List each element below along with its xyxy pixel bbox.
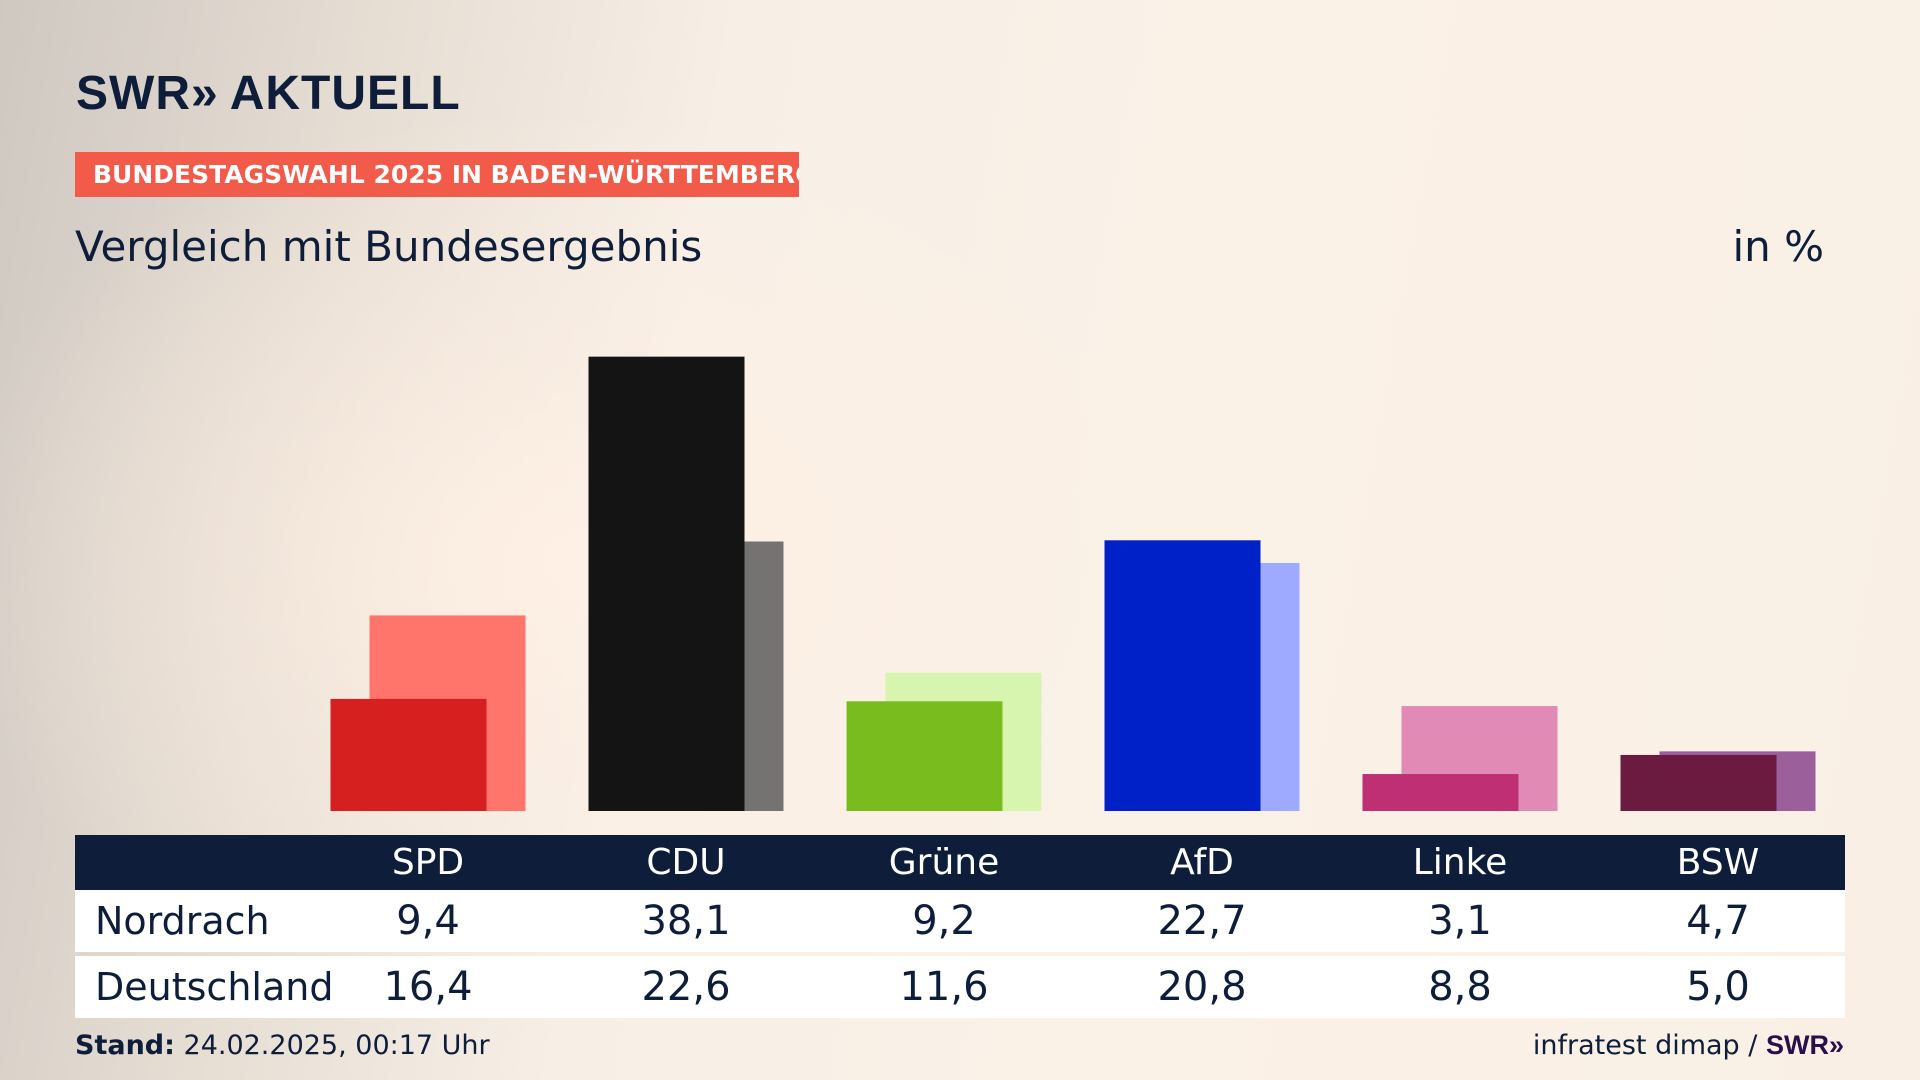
header-gruene: Grüne — [888, 842, 1000, 883]
table-cell: 9,4 — [396, 898, 460, 944]
header-afd: AfD — [1170, 842, 1234, 883]
chevron-logo-icon: » — [190, 67, 218, 120]
source-text: infratest dimap / — [1532, 1030, 1758, 1061]
table-cell: 9,2 — [912, 898, 976, 944]
header-cdu: CDU — [646, 842, 726, 883]
table-cell: 22,7 — [1157, 898, 1247, 944]
table-cell: 11,6 — [899, 964, 989, 1010]
unit-label: in % — [1732, 222, 1824, 271]
bar-nordrach-grüne — [846, 701, 1003, 811]
table-row: Nordrach 9,4 38,1 9,2 22,7 3,1 4,7 — [75, 890, 1845, 952]
table-cell: 22,6 — [641, 964, 731, 1010]
logo-suffix: AKTUELL — [229, 67, 461, 120]
header-spd: SPD — [391, 842, 465, 883]
table-cell: 8,8 — [1428, 964, 1492, 1010]
bar-nordrach-cdu — [588, 356, 745, 811]
row-label: Nordrach — [95, 899, 270, 943]
bar-chart — [330, 356, 1816, 811]
stand-value: 24.02.2025, 00:17 Uhr — [183, 1030, 490, 1061]
bar-nordrach-spd — [330, 698, 487, 811]
results-table: SPD CDU Grüne AfD Linke BSW Nordrach 9,4… — [75, 835, 1845, 1018]
logo-text: SWR — [76, 67, 191, 120]
table-row: Deutschland 16,4 22,6 11,6 20,8 8,8 5,0 — [75, 956, 1845, 1018]
table-cell: 16,4 — [383, 964, 473, 1010]
table-cell: 38,1 — [641, 898, 731, 944]
table-header: SPD CDU Grüne AfD Linke BSW — [75, 835, 1845, 890]
bar-nordrach-bsw — [1620, 754, 1777, 811]
bar-nordrach-afd — [1104, 540, 1261, 811]
chart-subtitle: Vergleich mit Bundesergebnis — [75, 222, 703, 271]
table-cell: 5,0 — [1686, 964, 1750, 1010]
kicker-label: BUNDESTAGSWAHL 2025 IN BADEN-WÜRTTEMBERG — [75, 152, 799, 197]
row-label: Deutschland — [95, 965, 334, 1009]
swr-aktuell-logo: SWR» AKTUELL — [76, 66, 461, 121]
table-cell: 20,8 — [1157, 964, 1247, 1010]
header-linke: Linke — [1412, 842, 1508, 883]
timestamp: Stand: 24.02.2025, 00:17 Uhr — [75, 1030, 490, 1061]
stand-label: Stand: — [75, 1030, 175, 1061]
table-cell: 3,1 — [1428, 898, 1492, 944]
table-cell: 4,7 — [1686, 898, 1750, 944]
header-bsw: BSW — [1676, 842, 1760, 883]
bar-nordrach-linke — [1362, 774, 1519, 811]
source-credit: infratest dimap / SWR» — [1533, 1030, 1844, 1061]
swr-mini-logo: SWR» — [1765, 1030, 1844, 1060]
